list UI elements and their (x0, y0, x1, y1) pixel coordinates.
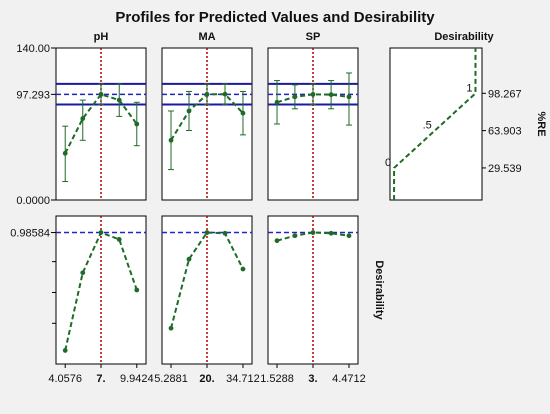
y-tick-label-re: 140.00 (16, 43, 50, 55)
data-point-re (310, 91, 316, 97)
panel-re-ma (161, 47, 253, 201)
x-tick-label-sp: 1.5288 (260, 373, 294, 385)
panel-frame (389, 47, 483, 201)
factor-header-sp: SP (306, 31, 321, 43)
data-point-re (222, 91, 228, 97)
data-point-re (186, 108, 192, 114)
data-point-desirability (134, 287, 140, 293)
panel-re-sp (267, 47, 359, 201)
desirability-point-label: 0 (385, 157, 391, 169)
data-point-re (292, 94, 298, 100)
factor-header-ma: MA (198, 31, 215, 43)
data-point-re (346, 94, 352, 100)
profile-line-re (64, 93, 138, 154)
data-point-desirability (328, 230, 334, 236)
panel-re-ph (55, 47, 147, 201)
data-point-desirability (204, 230, 210, 235)
x-tick-label-ma: 5.2881 (154, 373, 188, 385)
panel-desirability-sp (267, 215, 359, 365)
right-axis-tick-label: 29.539 (488, 163, 522, 175)
y-tick-label-desirability: 0.98584 (10, 228, 50, 240)
data-point-re (80, 116, 86, 121)
data-point-re (240, 110, 246, 116)
desirability-point-label: .5 (423, 120, 432, 132)
data-point-re (168, 137, 174, 143)
right-axis-label-re: %RE (535, 111, 547, 136)
data-point-desirability (240, 266, 246, 272)
data-point-desirability (98, 230, 104, 235)
data-point-desirability (274, 238, 280, 244)
data-point-desirability (80, 270, 86, 276)
data-point-re (134, 121, 140, 127)
desirability-point-label: 1 (466, 82, 472, 94)
data-point-desirability (168, 325, 174, 331)
y-tick-label-re: 97.293 (16, 89, 50, 101)
panel-desirability-function (389, 47, 483, 201)
right-axis-tick-label: 63.903 (488, 126, 522, 138)
panel-desirability-ph (55, 215, 147, 365)
x-tick-label-ph: 9.9424 (120, 373, 154, 385)
data-point-desirability (222, 230, 228, 236)
data-point-re (98, 91, 104, 97)
x-tick-label-sp: 3. (308, 373, 317, 385)
data-point-desirability (116, 237, 122, 242)
data-point-desirability (292, 233, 298, 239)
data-point-re (116, 97, 122, 103)
x-tick-label-ph: 7. (96, 373, 105, 385)
desirability-function-header: Desirability (434, 31, 494, 43)
data-point-desirability (62, 348, 68, 353)
data-point-re (274, 99, 280, 105)
x-tick-label-ma: 34.712 (226, 373, 260, 385)
data-point-desirability (186, 256, 192, 262)
data-point-desirability (346, 233, 352, 239)
data-point-desirability (310, 230, 316, 235)
data-point-re (204, 91, 210, 97)
x-tick-label-ph: 4.0576 (48, 373, 82, 385)
data-point-re (328, 92, 334, 98)
x-tick-label-sp: 4.4712 (332, 373, 366, 385)
factor-header-ph: pH (94, 31, 109, 43)
panel-desirability-ma (161, 215, 253, 365)
desirability-row-label: Desirability (373, 260, 385, 320)
chart-title: Profiles for Predicted Values and Desira… (115, 9, 435, 26)
x-tick-label-ma: 20. (199, 373, 214, 385)
right-axis-tick-label: 98.267 (488, 88, 522, 100)
data-point-re (62, 150, 68, 156)
y-tick-label-re: 0.0000 (16, 195, 50, 207)
